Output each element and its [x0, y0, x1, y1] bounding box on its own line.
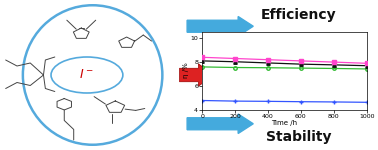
X-axis label: Time /h: Time /h	[271, 120, 297, 126]
Text: Efficiency: Efficiency	[261, 8, 336, 22]
FancyArrow shape	[187, 16, 253, 36]
Y-axis label: η /%: η /%	[183, 63, 189, 78]
Text: Stability: Stability	[266, 129, 332, 144]
Text: $I^-$: $I^-$	[79, 69, 93, 81]
FancyArrow shape	[180, 64, 214, 86]
FancyArrow shape	[187, 114, 253, 134]
